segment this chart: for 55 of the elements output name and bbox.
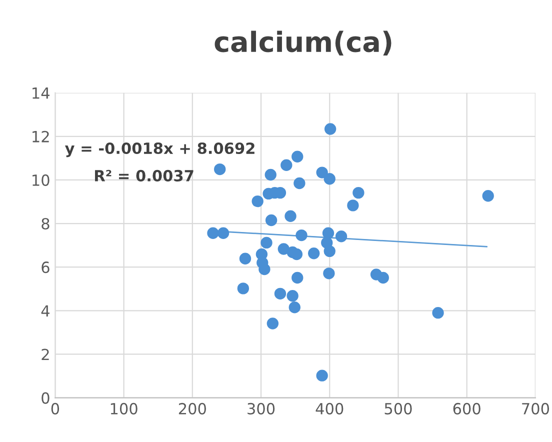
y-tick-label: 0: [42, 392, 50, 404]
point: [324, 173, 336, 185]
annotation: y = -0.0018x + 8.0692: [64, 142, 254, 158]
point: [324, 245, 336, 258]
y-tick-label: 4: [41, 305, 50, 316]
point: [260, 236, 272, 249]
y-tick-label: 10: [32, 174, 50, 186]
point: [323, 268, 335, 280]
x-tick-label: 300: [248, 402, 275, 414]
point: [290, 248, 303, 260]
point: [316, 370, 328, 382]
point: [280, 159, 292, 171]
point: [482, 190, 494, 202]
point: [214, 163, 226, 176]
point: [352, 186, 364, 199]
point: [324, 123, 336, 135]
point: [265, 214, 278, 226]
point: [296, 229, 308, 242]
point: [274, 288, 286, 300]
point: [347, 200, 359, 212]
x-tick-label: 0: [51, 402, 60, 414]
point: [292, 150, 304, 162]
x-tick-label: 100: [110, 402, 138, 414]
point: [266, 318, 279, 330]
point: [278, 243, 290, 255]
y-tick-label: 14: [32, 87, 50, 99]
point: [239, 252, 252, 264]
point: [316, 166, 328, 178]
y-tick-label: 12: [32, 130, 49, 142]
x-tick-label: 200: [178, 402, 206, 414]
y-tick-label: 6: [42, 262, 50, 274]
point: [258, 263, 270, 276]
point: [264, 168, 276, 181]
x-tick-label: 500: [384, 402, 412, 414]
chart-title: calcium(ca): [214, 30, 392, 56]
point: [252, 195, 264, 208]
point: [207, 227, 219, 239]
y-tick-label: 2: [42, 348, 49, 360]
x-tick-label: 400: [316, 402, 344, 414]
point: [377, 272, 389, 284]
point: [294, 177, 306, 190]
point: [286, 290, 298, 302]
point: [292, 272, 304, 284]
x-tick-label: 600: [453, 402, 480, 414]
point: [308, 248, 320, 260]
point: [288, 302, 300, 314]
x-tick-label: 700: [522, 402, 550, 414]
y-tick-label: 8: [42, 218, 50, 230]
point: [237, 282, 250, 294]
point: [284, 210, 296, 222]
annotation: R² = 0.0037: [95, 170, 194, 182]
point: [217, 227, 230, 239]
point: [335, 230, 348, 242]
point: [322, 227, 334, 239]
point: [432, 306, 444, 319]
